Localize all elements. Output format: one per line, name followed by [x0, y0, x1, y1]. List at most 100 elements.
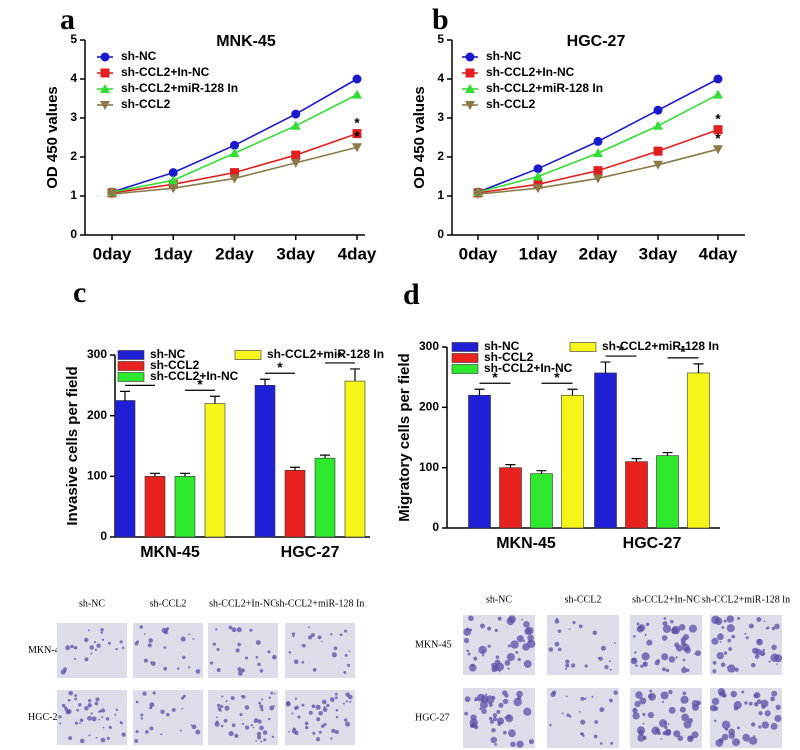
cell-stain: [659, 719, 668, 728]
cell-stain: [670, 619, 674, 624]
significance-label: *: [277, 359, 283, 375]
cell-stain: [646, 639, 653, 646]
cell-stain: [163, 666, 168, 671]
cell-stain: [108, 725, 112, 729]
cell-stain: [317, 635, 322, 640]
cell-stain: [770, 696, 775, 702]
cell-stain: [150, 661, 156, 666]
cell-stain: [84, 657, 89, 662]
cell-stain: [723, 651, 728, 655]
cell-stain: [506, 653, 515, 662]
cell-stain: [171, 707, 176, 712]
x-tick-label: 4day: [338, 244, 377, 263]
marker: [100, 84, 110, 93]
marker: [593, 136, 603, 146]
cell-stain: [507, 644, 511, 648]
cell-stain: [285, 701, 291, 707]
cell-stain: [269, 705, 275, 711]
cell-stain: [216, 668, 221, 673]
cell-stain: [762, 652, 765, 656]
cell-stain: [528, 738, 535, 745]
cell-stain: [495, 655, 500, 659]
marker: [230, 140, 239, 150]
cell-stain: [693, 653, 696, 655]
cell-stain: [637, 734, 645, 742]
marker: [653, 120, 663, 130]
bar: [344, 380, 366, 538]
cell-stain: [775, 704, 781, 710]
cell-stain: [750, 662, 756, 668]
cell-stain: [632, 712, 640, 720]
cell-stain: [763, 620, 766, 623]
cell-stain: [733, 706, 739, 711]
cell-stain: [463, 628, 472, 636]
cell-stain: [254, 721, 256, 724]
cell-stain: [663, 617, 667, 620]
bar: [254, 385, 276, 538]
row-label: HGC-27: [28, 712, 62, 723]
cell-stain: [326, 703, 330, 708]
y-tick-label: 5: [70, 32, 77, 46]
cell-stain: [180, 636, 186, 642]
marker: [653, 146, 663, 156]
y-tick-label: 2: [437, 149, 444, 163]
cell-stain: [747, 740, 749, 743]
cell-stain: [260, 740, 263, 743]
marker: [653, 160, 663, 170]
cell-stain: [231, 627, 237, 633]
cell-stain: [267, 717, 271, 721]
cell-stain: [87, 715, 92, 721]
marker: [352, 143, 362, 153]
cell-stain: [331, 728, 336, 733]
cell-stain: [487, 644, 491, 648]
cell-stain: [504, 659, 511, 666]
cell-stain: [513, 697, 522, 707]
cell-stain: [661, 700, 665, 704]
cell-stain: [87, 703, 92, 708]
cell-stain: [342, 702, 345, 705]
cell-stain: [73, 646, 78, 650]
cell-stain: [758, 725, 762, 729]
cell-stain: [756, 699, 762, 705]
cell-stain: [252, 726, 255, 729]
cell-stain: [152, 691, 156, 695]
significance-label: *: [618, 342, 624, 358]
cell-stain: [630, 657, 638, 665]
cell-stain: [63, 670, 67, 673]
cell-stain: [321, 724, 325, 728]
cell-stain: [64, 709, 67, 712]
cell-stain: [508, 729, 516, 738]
cell-stain: [755, 648, 762, 656]
cell-stain: [244, 705, 250, 710]
cell-stain: [271, 735, 275, 738]
cell-stain: [727, 638, 732, 643]
cell-stain: [76, 708, 80, 712]
significance-label: *: [492, 369, 498, 385]
cell-stain: [498, 702, 504, 708]
error-bar: [260, 378, 270, 386]
cell-stain: [257, 735, 262, 740]
cell-stain: [143, 658, 148, 663]
cell-stain: [713, 706, 719, 712]
bar: [530, 473, 553, 529]
marker: [290, 120, 301, 130]
cell-stain: [636, 622, 640, 626]
cell-stain: [599, 742, 603, 745]
cell-stain: [726, 615, 735, 623]
cell-stain: [245, 656, 249, 660]
cell-stain: [723, 619, 727, 623]
cell-stain: [584, 697, 587, 700]
cell-stain: [228, 625, 233, 630]
cell-stain: [477, 693, 486, 702]
cell-stain: [468, 663, 477, 672]
cell-stain: [225, 700, 228, 703]
cell-stain: [714, 617, 723, 626]
cell-stain: [291, 712, 294, 715]
cell-stain: [597, 656, 601, 660]
x-tick-label: 2day: [215, 244, 254, 263]
cell-stain: [68, 690, 74, 696]
y-tick-label: 0: [437, 227, 444, 241]
cell-stain: [308, 626, 311, 629]
legend-label: sh-NC: [486, 49, 522, 63]
cell-stain: [329, 697, 335, 702]
